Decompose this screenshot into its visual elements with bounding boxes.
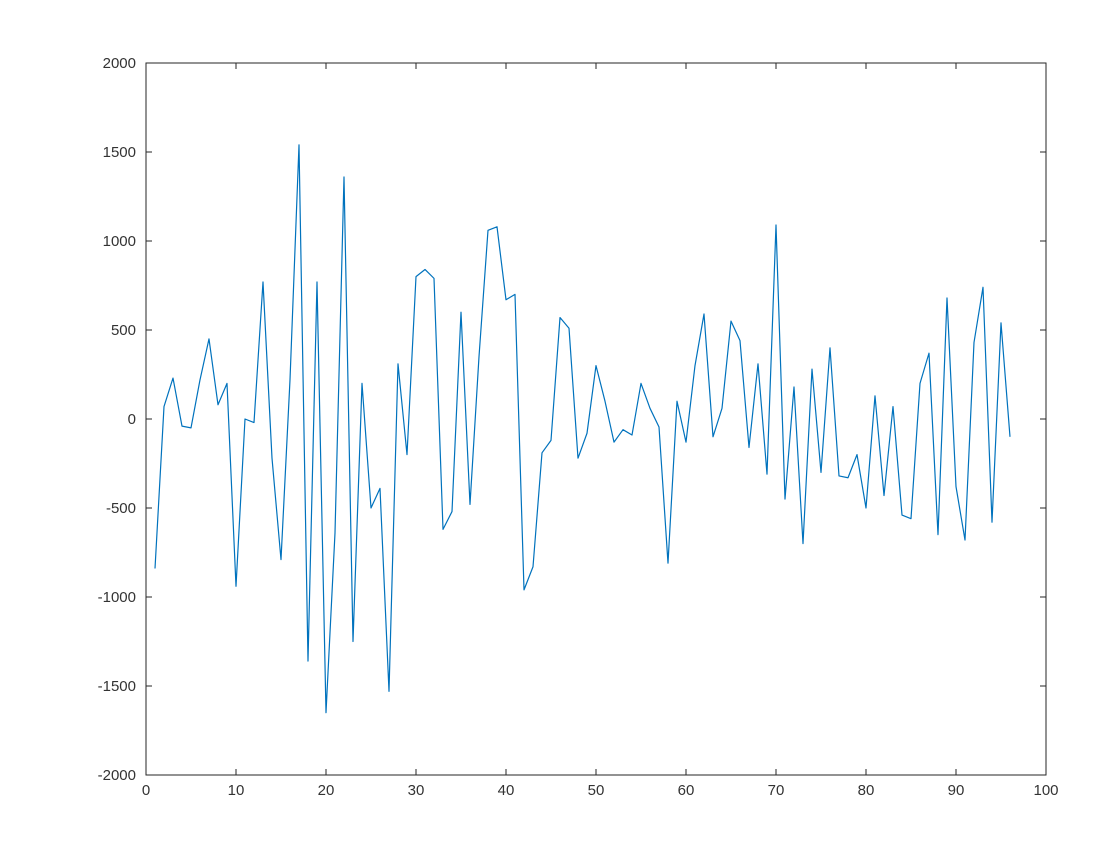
y-tick-label: 1500 xyxy=(103,144,136,161)
y-tick-label: -2000 xyxy=(98,767,136,784)
y-tick-label: 0 xyxy=(128,411,136,428)
x-tick-label: 60 xyxy=(678,782,695,799)
x-tick-label: 50 xyxy=(588,782,605,799)
x-tick-label: 100 xyxy=(1033,782,1058,799)
x-tick-label: 70 xyxy=(768,782,785,799)
y-tick-label: -500 xyxy=(106,500,136,517)
chart-background xyxy=(0,0,1120,840)
x-tick-label: 40 xyxy=(498,782,515,799)
y-tick-label: 1000 xyxy=(103,233,136,250)
x-tick-label: 80 xyxy=(858,782,875,799)
line-chart: 0 10 20 30 40 50 60 70 80 90 100 -2000 -1500 -1000 -50… xyxy=(0,0,1120,840)
y-tick-label: -1500 xyxy=(98,678,136,695)
y-tick-label: 500 xyxy=(111,322,136,339)
x-tick-label: 0 xyxy=(142,782,150,799)
y-tick-label: 2000 xyxy=(103,55,136,72)
x-tick-label: 10 xyxy=(228,782,245,799)
figure: 0 10 20 30 40 50 60 70 80 90 100 -2000 -1500 -1000 -50… xyxy=(0,0,1120,840)
x-tick-label: 20 xyxy=(318,782,335,799)
y-tick-label: -1000 xyxy=(98,589,136,606)
x-tick-label: 30 xyxy=(408,782,425,799)
x-tick-label: 90 xyxy=(948,782,965,799)
